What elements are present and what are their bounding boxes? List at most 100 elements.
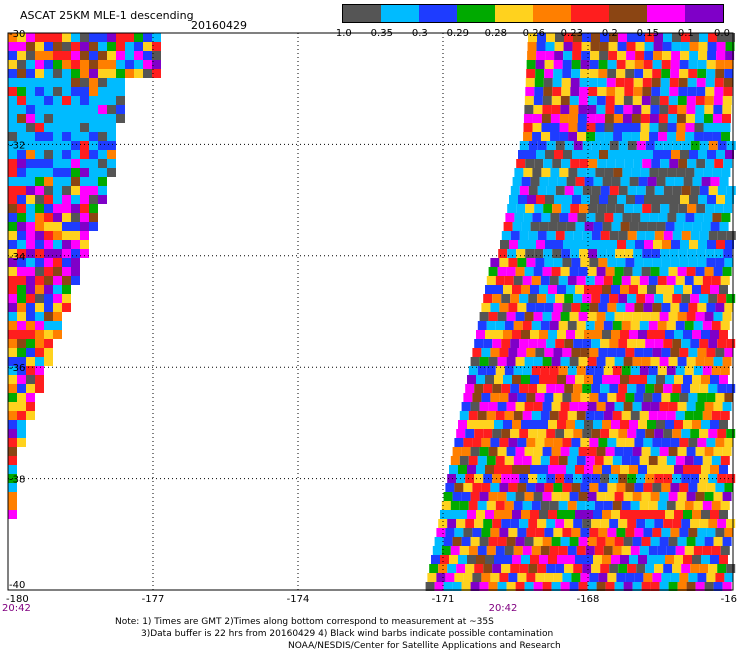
swath-cell bbox=[35, 303, 44, 312]
swath-cell bbox=[537, 141, 547, 150]
swath-cell bbox=[553, 60, 563, 69]
swath-cell bbox=[665, 420, 674, 429]
swath-cell bbox=[714, 204, 724, 213]
swath-cell bbox=[8, 51, 17, 60]
swath-cell bbox=[62, 42, 71, 51]
swath-cell bbox=[602, 555, 611, 564]
swath-cell bbox=[696, 78, 706, 87]
swath-cell bbox=[584, 375, 593, 384]
swath-cell bbox=[533, 492, 543, 501]
swath-cell bbox=[549, 546, 559, 555]
swath-cell bbox=[35, 168, 44, 177]
swath-cell bbox=[598, 573, 608, 582]
swath-cell bbox=[558, 456, 568, 465]
swath-cell bbox=[638, 330, 647, 339]
swath-cell bbox=[504, 546, 514, 555]
swath-cell bbox=[595, 168, 605, 177]
swath-cell bbox=[611, 510, 620, 519]
swath-cell bbox=[573, 474, 583, 483]
swath-cell bbox=[568, 132, 578, 141]
swath-cell bbox=[666, 321, 676, 330]
swath-cell bbox=[711, 321, 721, 330]
swath-cell bbox=[562, 69, 572, 78]
swath-cell bbox=[674, 465, 683, 474]
swath-cell bbox=[80, 33, 89, 42]
swath-cell bbox=[44, 114, 53, 123]
swath-cell bbox=[567, 411, 577, 420]
swath-cell bbox=[17, 177, 26, 186]
swath-cell bbox=[681, 339, 691, 348]
swath-cell bbox=[615, 87, 625, 96]
swath-cell bbox=[679, 348, 689, 357]
swath-cell bbox=[657, 546, 667, 555]
swath-cell bbox=[670, 258, 680, 267]
swath-cell bbox=[544, 69, 554, 78]
swath-cell bbox=[717, 141, 727, 150]
swath-cell bbox=[678, 204, 688, 213]
swath-cell bbox=[518, 195, 527, 204]
swath-cell bbox=[680, 240, 689, 249]
swath-cell bbox=[557, 555, 566, 564]
swath-cell bbox=[62, 150, 71, 159]
swath-cell bbox=[449, 465, 458, 474]
swath-cell bbox=[8, 168, 17, 177]
swath-cell bbox=[98, 69, 107, 78]
swath-cell bbox=[605, 357, 615, 366]
swath-cell bbox=[620, 177, 630, 186]
swath-cell bbox=[582, 141, 592, 150]
swath-cell bbox=[554, 51, 564, 60]
swath-cell bbox=[35, 159, 44, 168]
swath-cell bbox=[582, 429, 592, 438]
swath-cell bbox=[561, 204, 571, 213]
swath-cell bbox=[80, 42, 89, 51]
swath-cell bbox=[552, 159, 562, 168]
swath-cell bbox=[713, 402, 723, 411]
swath-cell bbox=[652, 438, 662, 447]
swath-cell bbox=[675, 546, 685, 555]
swath-cell bbox=[532, 114, 542, 123]
swath-cell bbox=[44, 195, 53, 204]
swath-cell bbox=[688, 60, 698, 69]
swath-cell bbox=[8, 510, 17, 519]
swath-cell bbox=[614, 537, 624, 546]
swath-cell bbox=[692, 375, 701, 384]
swath-cell bbox=[720, 456, 730, 465]
swath-cell bbox=[490, 393, 500, 402]
swath-cell bbox=[553, 438, 563, 447]
swath-cell bbox=[726, 33, 735, 42]
swath-cell bbox=[695, 312, 705, 321]
swath-cell bbox=[686, 402, 696, 411]
swath-cell bbox=[632, 492, 642, 501]
swath-cell bbox=[715, 573, 725, 582]
swath-cell bbox=[688, 69, 698, 78]
swath-cell bbox=[517, 573, 527, 582]
swath-cell bbox=[641, 312, 651, 321]
swath-cell bbox=[562, 393, 572, 402]
swath-cell bbox=[17, 123, 26, 132]
swath-cell bbox=[71, 69, 80, 78]
swath-cell bbox=[607, 348, 617, 357]
swath-cell bbox=[517, 258, 527, 267]
swath-cell bbox=[674, 510, 683, 519]
swath-cell bbox=[553, 258, 563, 267]
map-title: ASCAT 25KM MLE-1 descending bbox=[20, 9, 194, 22]
swath-cell bbox=[701, 222, 711, 231]
swath-cell bbox=[499, 303, 509, 312]
swath-cell bbox=[706, 438, 716, 447]
swath-cell bbox=[470, 447, 480, 456]
swath-cell bbox=[622, 123, 632, 132]
swath-cell bbox=[715, 348, 725, 357]
swath-cell bbox=[704, 96, 714, 105]
swath-cell bbox=[607, 69, 617, 78]
swath-cell bbox=[8, 249, 17, 258]
swath-cell bbox=[707, 195, 716, 204]
swath-cell bbox=[526, 438, 536, 447]
swath-cell bbox=[602, 285, 611, 294]
swath-cell bbox=[662, 51, 672, 60]
swath-cell bbox=[715, 303, 725, 312]
swath-cell bbox=[463, 393, 473, 402]
swath-cell bbox=[107, 159, 116, 168]
swath-cell bbox=[518, 150, 527, 159]
swath-cell bbox=[552, 78, 562, 87]
swath-cell bbox=[623, 357, 633, 366]
